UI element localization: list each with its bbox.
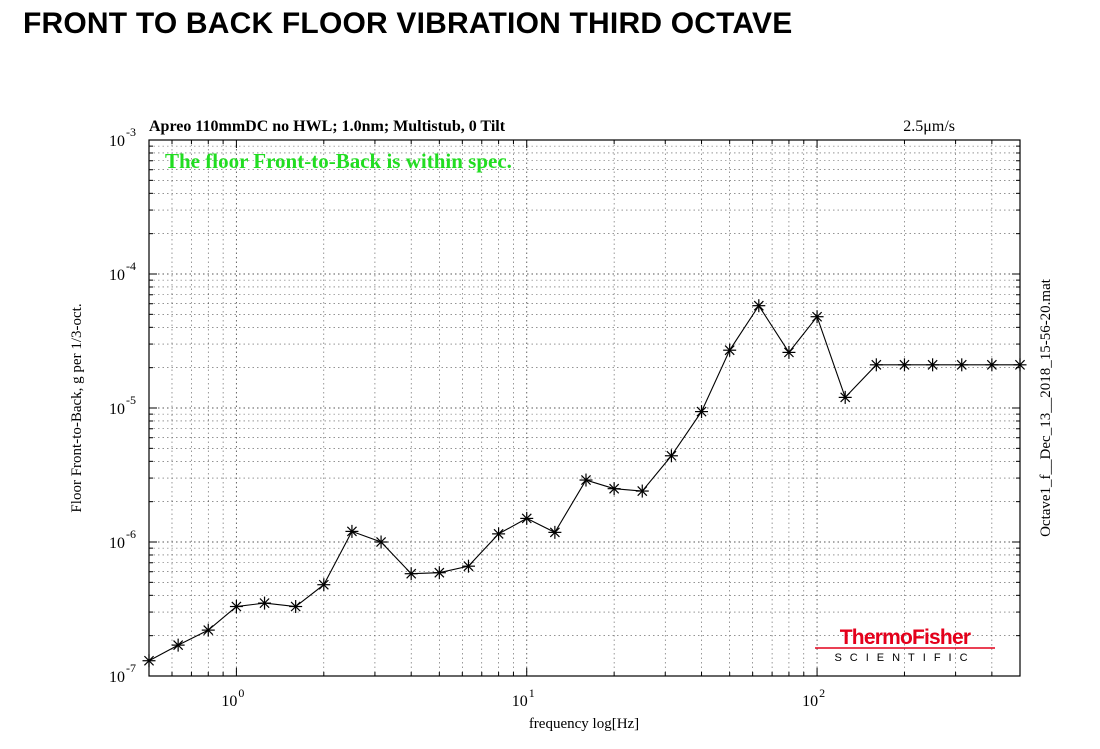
y-tick-label-exponent: -6	[126, 527, 136, 541]
y-tick-label: 10-5	[109, 393, 136, 418]
x-tick-label-base: 10	[221, 693, 237, 710]
logo-brand-name: ThermoFisher	[840, 626, 971, 649]
series-polyline	[149, 304, 1020, 662]
x-tick-label: 10 1	[512, 686, 535, 710]
y-tick-label-exponent: -4	[126, 259, 136, 273]
data-point	[432, 566, 446, 580]
data-point	[1013, 358, 1027, 372]
data-point	[201, 623, 215, 637]
y-tick-label: 10-7	[109, 661, 136, 686]
data-point	[345, 524, 359, 538]
data-point	[664, 449, 678, 463]
data-point	[404, 567, 418, 581]
x-tick-label-exponent: 1	[529, 686, 535, 700]
data-point	[869, 358, 883, 372]
y-axis-label: Floor Front-to-Back, g per 1/3-oct.	[69, 303, 85, 512]
x-tick-label-exponent: 0	[238, 686, 244, 700]
spec-label: 2.5μm/s	[903, 118, 955, 135]
data-point	[810, 310, 824, 324]
data-point	[289, 600, 303, 614]
y-tick-label-base: 10	[109, 133, 125, 150]
data-point	[782, 345, 796, 359]
y-tick-label: 10-4	[109, 259, 136, 284]
x-axis-label: frequency log[Hz]	[529, 716, 639, 732]
x-tick-label-base: 10	[512, 693, 528, 710]
data-point	[374, 535, 388, 549]
y-tick-label: 10-6	[109, 527, 136, 552]
y-tick-label-exponent: -3	[126, 125, 136, 139]
series-line	[149, 304, 1020, 662]
data-point	[635, 484, 649, 498]
y-tick-label: 10-3	[109, 125, 136, 150]
grid-lines	[149, 140, 1020, 676]
data-point	[926, 358, 940, 372]
y-tick-label-base: 10	[109, 535, 125, 552]
axis-ticks	[149, 140, 1020, 676]
y-tick-label-base: 10	[109, 267, 125, 284]
x-tick-label: 10 0	[221, 686, 244, 710]
data-point	[607, 482, 621, 496]
data-point	[985, 358, 999, 372]
data-point	[142, 654, 156, 668]
y-tick-labels: 10-710-610-510-410-3	[109, 125, 136, 686]
data-point	[752, 299, 766, 313]
data-point	[171, 638, 185, 652]
data-point	[492, 527, 506, 541]
y-tick-label-exponent: -7	[126, 661, 136, 675]
data-point	[838, 390, 852, 404]
data-point	[955, 358, 969, 372]
y-tick-label-exponent: -5	[126, 393, 136, 407]
y-tick-label-base: 10	[109, 669, 125, 686]
x-tick-labels: 10 0 10 1 10 2	[221, 686, 825, 710]
data-point	[520, 511, 534, 525]
data-point	[229, 600, 243, 614]
chart-title: Apreo 110mmDC no HWL; 1.0nm; Multistub, …	[149, 118, 506, 135]
data-point	[579, 473, 593, 487]
file-name-label: Octave1_f__Dec_13__2018_15-56-20.mat	[1038, 278, 1054, 537]
data-point	[258, 596, 272, 610]
spec-annotation: The floor Front-to-Back is within spec.	[165, 149, 512, 173]
page-title: FRONT TO BACK FLOOR VIBRATION THIRD OCTA…	[23, 7, 793, 40]
data-markers	[142, 299, 1027, 668]
x-tick-label-exponent: 2	[819, 686, 825, 700]
y-tick-label-base: 10	[109, 401, 125, 418]
logo-subtitle: SCIENTIFIC	[834, 652, 975, 664]
data-point	[897, 358, 911, 372]
data-point	[723, 343, 737, 357]
thermo-fisher-logo: ThermoFisher SCIENTIFIC	[815, 626, 995, 664]
data-point	[548, 525, 562, 539]
x-tick-label-base: 10	[802, 693, 818, 710]
data-point	[317, 578, 331, 592]
data-point	[695, 405, 709, 419]
data-point	[461, 559, 475, 573]
x-tick-label: 10 2	[802, 686, 825, 710]
